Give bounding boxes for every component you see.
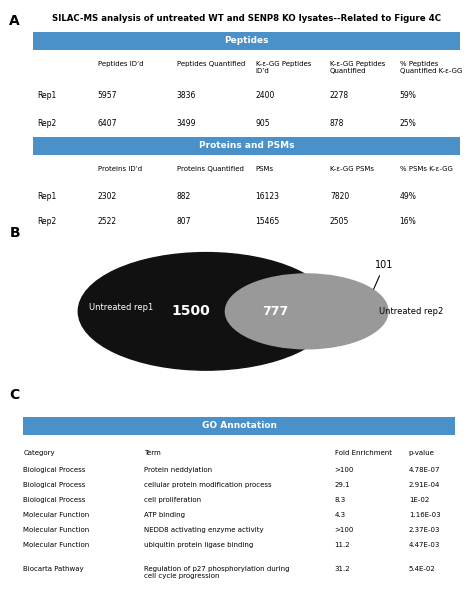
Text: Peptides: Peptides	[224, 36, 269, 45]
Text: 878: 878	[330, 119, 344, 128]
Text: Biological Process: Biological Process	[23, 467, 86, 473]
Text: Untreated rep2: Untreated rep2	[379, 307, 443, 316]
Circle shape	[225, 274, 388, 349]
Text: 5.4E-02: 5.4E-02	[409, 566, 436, 571]
Text: p-value: p-value	[409, 450, 435, 456]
Text: Peptides Quantified: Peptides Quantified	[177, 61, 245, 67]
Text: 2278: 2278	[330, 92, 349, 100]
Text: 905: 905	[255, 119, 270, 128]
Text: Molecular Function: Molecular Function	[23, 527, 90, 533]
Text: ubiquitin protein ligase binding: ubiquitin protein ligase binding	[144, 542, 253, 548]
Text: 5957: 5957	[98, 92, 117, 100]
Text: 1500: 1500	[171, 304, 210, 318]
Text: 2522: 2522	[98, 218, 117, 226]
Text: SILAC-MS analysis of untreated WT and SENP8 KO lysates--Related to Figure 4C: SILAC-MS analysis of untreated WT and SE…	[52, 15, 441, 23]
Text: Peptides ID’d: Peptides ID’d	[98, 61, 143, 67]
Text: GO Annotation: GO Annotation	[202, 421, 277, 430]
Text: 11.2: 11.2	[335, 542, 350, 548]
Text: 29.1: 29.1	[335, 482, 350, 488]
Text: 15465: 15465	[255, 218, 280, 226]
Text: Biocarta Pathway: Biocarta Pathway	[23, 566, 84, 571]
Text: 2302: 2302	[98, 191, 117, 201]
Text: Rep2: Rep2	[37, 218, 56, 226]
Text: Molecular Function: Molecular Function	[23, 512, 90, 518]
Text: PSMs: PSMs	[255, 166, 273, 172]
Text: 1E-02: 1E-02	[409, 498, 429, 504]
Text: Proteins and PSMs: Proteins and PSMs	[199, 141, 294, 150]
Text: 4.78E-07: 4.78E-07	[409, 467, 440, 473]
Text: A: A	[9, 15, 20, 28]
Text: K-ε-GG PSMs: K-ε-GG PSMs	[330, 166, 374, 172]
Text: Regulation of p27 phosphorylation during
cell cycle progression: Regulation of p27 phosphorylation during…	[144, 566, 290, 579]
Text: C: C	[9, 388, 19, 402]
Text: 16123: 16123	[255, 191, 280, 201]
Text: 4.3: 4.3	[335, 512, 346, 518]
Text: Fold Enrichment: Fold Enrichment	[335, 450, 392, 456]
Text: 1.16E-03: 1.16E-03	[409, 512, 440, 518]
Text: 31.2: 31.2	[335, 566, 350, 571]
Text: 807: 807	[177, 218, 191, 226]
Text: 3836: 3836	[177, 92, 196, 100]
Text: Protein neddylation: Protein neddylation	[144, 467, 212, 473]
Text: >100: >100	[335, 527, 354, 533]
Text: Rep1: Rep1	[37, 191, 56, 201]
FancyBboxPatch shape	[23, 417, 456, 435]
Text: cellular protein modification process: cellular protein modification process	[144, 482, 272, 488]
Text: 6407: 6407	[98, 119, 117, 128]
Text: Molecular Function: Molecular Function	[23, 542, 90, 548]
Text: Proteins Quantified: Proteins Quantified	[177, 166, 244, 172]
Text: Untreated rep1: Untreated rep1	[89, 304, 153, 312]
Text: Term: Term	[144, 450, 161, 456]
Text: 16%: 16%	[400, 218, 416, 226]
Circle shape	[78, 253, 334, 370]
Text: cell proliferation: cell proliferation	[144, 498, 201, 504]
Text: K-ε-GG Peptides
ID’d: K-ε-GG Peptides ID’d	[255, 61, 311, 75]
Text: 882: 882	[177, 191, 191, 201]
Text: Biological Process: Biological Process	[23, 498, 86, 504]
Text: 59%: 59%	[400, 92, 417, 100]
Text: Rep1: Rep1	[37, 92, 56, 100]
Text: 49%: 49%	[400, 191, 417, 201]
Text: >100: >100	[335, 467, 354, 473]
Text: 3499: 3499	[177, 119, 196, 128]
Text: % PSMs K-ε-GG: % PSMs K-ε-GG	[400, 166, 453, 172]
FancyBboxPatch shape	[33, 137, 460, 155]
Text: Category: Category	[23, 450, 55, 456]
Text: 2.91E-04: 2.91E-04	[409, 482, 440, 488]
Text: 4.47E-03: 4.47E-03	[409, 542, 440, 548]
Text: Proteins ID’d: Proteins ID’d	[98, 166, 142, 172]
Text: NEDD8 activating enzyme activity: NEDD8 activating enzyme activity	[144, 527, 264, 533]
Text: 7820: 7820	[330, 191, 349, 201]
Text: 777: 777	[263, 305, 289, 318]
Text: 25%: 25%	[400, 119, 416, 128]
Text: 8.3: 8.3	[335, 498, 346, 504]
Text: 101: 101	[374, 261, 393, 289]
FancyBboxPatch shape	[33, 32, 460, 50]
Text: % Peptides
Quantified K-ε-GG: % Peptides Quantified K-ε-GG	[400, 61, 462, 75]
Text: Biological Process: Biological Process	[23, 482, 86, 488]
Text: ATP binding: ATP binding	[144, 512, 185, 518]
Text: K-ε-GG Peptides
Quantified: K-ε-GG Peptides Quantified	[330, 61, 385, 75]
Text: B: B	[9, 226, 20, 240]
Text: Rep2: Rep2	[37, 119, 56, 128]
Text: 2505: 2505	[330, 218, 349, 226]
Text: 2.37E-03: 2.37E-03	[409, 527, 440, 533]
Text: 2400: 2400	[255, 92, 275, 100]
